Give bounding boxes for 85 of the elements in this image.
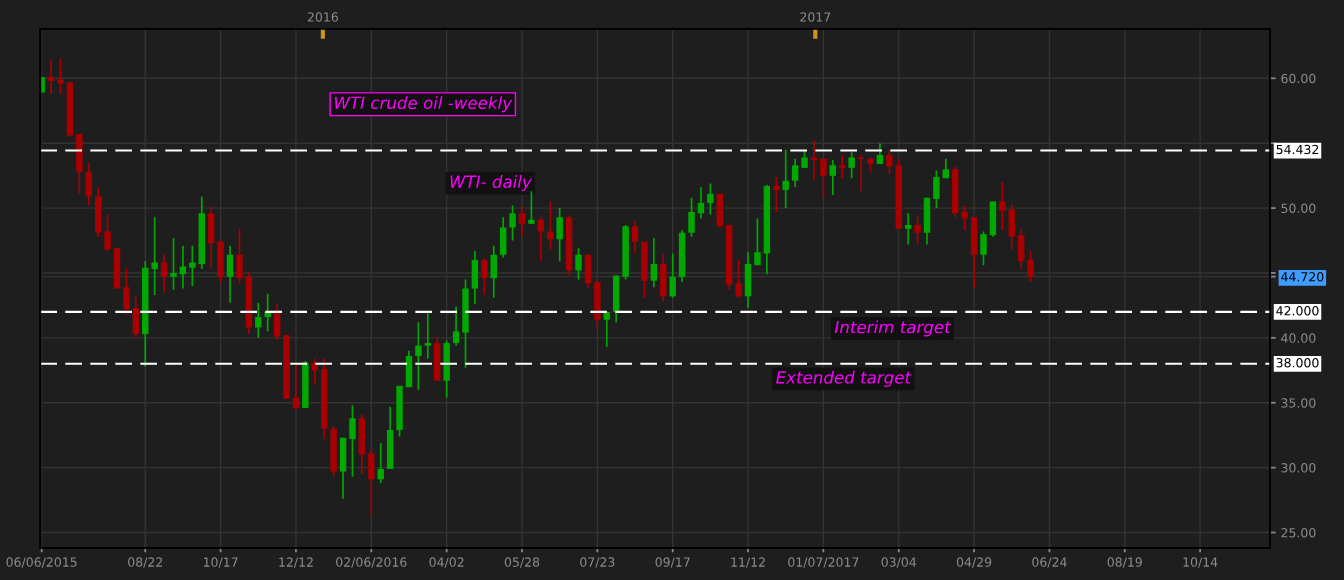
candlestick — [236, 228, 243, 285]
x-tick-label: 02/06/2016 — [336, 557, 407, 568]
candlestick — [151, 216, 158, 296]
x2-tick-label: 2017 — [800, 12, 831, 22]
candlestick — [735, 259, 742, 299]
x-tick-label: 10/14 — [1183, 557, 1218, 568]
x-tick-label: 01/07/2017 — [788, 557, 859, 568]
candlestick — [820, 157, 827, 199]
candlestick — [57, 58, 64, 95]
candlestick — [697, 186, 705, 220]
candlestick — [377, 442, 384, 485]
candlestick — [999, 181, 1006, 231]
y-tick-label: 35.00 — [1281, 398, 1316, 408]
candlestick — [857, 154, 865, 193]
candlestick — [838, 154, 846, 180]
candlestick — [707, 182, 714, 216]
x-tick-label: 03/04 — [881, 557, 917, 568]
candlestick — [810, 139, 818, 181]
candlestick — [349, 404, 356, 478]
x-tick-label: 08/19 — [1107, 557, 1142, 568]
y-tick-label: 40.00 — [1281, 333, 1316, 343]
candlestick — [603, 311, 610, 348]
candlestick — [528, 190, 535, 225]
candlestick — [961, 204, 968, 231]
y-tick-label: 30.00 — [1281, 463, 1316, 473]
x-tick-label: 04/29 — [956, 557, 992, 568]
x-tick-label: 12/12 — [279, 557, 313, 568]
candlestick — [292, 364, 300, 412]
ref-line-label: 54.432 — [1276, 144, 1319, 155]
candlestick — [669, 252, 676, 299]
candlestick — [415, 321, 422, 391]
candlestick — [876, 142, 884, 165]
candlestick — [754, 217, 761, 267]
candlestick — [556, 207, 563, 263]
candlestick — [104, 213, 111, 252]
x-tick-label: 06/24 — [1032, 557, 1067, 568]
candlestick — [914, 215, 921, 246]
candlestick — [1027, 250, 1034, 283]
candlestick — [547, 200, 554, 251]
y-tick-label: 44.720 — [1281, 272, 1324, 282]
candlestick — [688, 196, 695, 238]
annotation: Extended target — [776, 370, 912, 387]
candlestick — [791, 157, 799, 189]
candlestick — [848, 151, 855, 180]
candlestick — [481, 257, 488, 296]
y-tick-label: 60.00 — [1281, 73, 1316, 84]
ref-line-label: 42.000 — [1276, 306, 1319, 316]
candlestick — [782, 148, 789, 209]
x-tick-label: 07/23 — [580, 557, 615, 568]
candlestick — [829, 159, 837, 196]
candlestick — [518, 205, 526, 238]
ref-line-label: 38.000 — [1276, 357, 1319, 368]
annotation: WTI crude oil -weekly — [335, 96, 513, 113]
candlestick — [631, 220, 639, 255]
y-tick-label: 50.00 — [1281, 203, 1316, 214]
candlestick — [490, 244, 497, 299]
candlestick — [773, 176, 780, 213]
candlestick — [255, 301, 262, 339]
candlestick — [123, 266, 130, 316]
candlestick — [160, 253, 168, 294]
candlestick — [179, 244, 187, 290]
annotation: Interim target — [834, 320, 952, 337]
candlestick — [452, 305, 460, 347]
x-tick-label: 05/28 — [504, 557, 540, 568]
candlestick — [650, 237, 658, 289]
candlestick — [933, 169, 940, 209]
candlestick — [47, 59, 55, 95]
annotation: WTI- daily — [450, 175, 532, 192]
x2-tick-label: 2016 — [307, 12, 338, 22]
x-tick-label: 11/12 — [731, 557, 765, 568]
x-tick-label: 06/06/2015 — [6, 557, 77, 568]
candlestick — [424, 312, 432, 360]
candlestick — [189, 244, 196, 287]
candlestick — [886, 148, 893, 176]
candlestick — [170, 237, 177, 291]
candlestick — [226, 244, 234, 304]
candlestick — [575, 247, 582, 281]
candlestick — [904, 212, 912, 246]
y-tick-label: 25.00 — [1281, 528, 1316, 538]
x-tick-label: 09/17 — [655, 557, 690, 568]
candlestick — [509, 204, 516, 242]
x-tick-label: 10/17 — [203, 557, 238, 568]
candlestick — [980, 230, 987, 267]
x-tick-label: 08/22 — [128, 557, 163, 568]
x-tick-label: 04/02 — [429, 557, 464, 568]
